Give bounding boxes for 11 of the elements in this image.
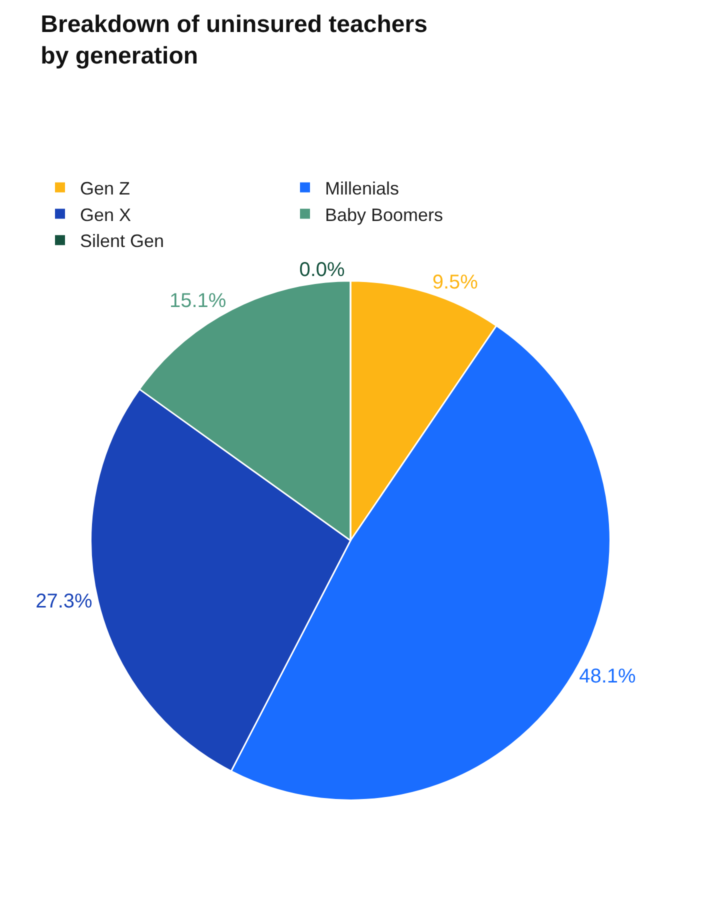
legend-label: Gen Z	[80, 178, 130, 198]
legend-label: Millenials	[325, 178, 400, 198]
text: 0.0%	[299, 258, 345, 281]
legend-label: Baby Boomers	[325, 204, 444, 225]
data-label: 48.1%	[579, 665, 636, 688]
data-label: 27.3%	[36, 590, 92, 613]
data-label: 15.1%	[169, 290, 226, 312]
chart-title: Breakdown of uninsured teachers by generation	[40, 11, 428, 70]
data-label: 9.5%	[432, 271, 478, 294]
legend-label: Gen X	[80, 204, 132, 225]
legend-label: Silent Gen	[80, 231, 164, 252]
